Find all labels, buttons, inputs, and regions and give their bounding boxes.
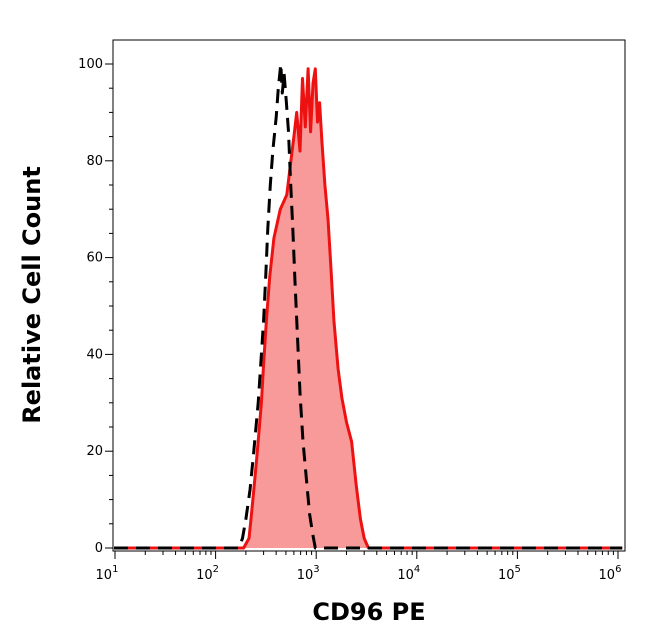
x-tick-label: 103 (297, 564, 320, 583)
y-tick-label: 100 (78, 57, 103, 72)
x-axis-title: CD96 PE (312, 598, 425, 626)
axis-ticks: 0 20 40 60 80 100 101 102 103 104 105 106 (78, 57, 621, 583)
y-tick-label: 80 (86, 154, 103, 169)
x-tick-label: 105 (498, 564, 521, 583)
x-tick-label: 101 (96, 564, 119, 583)
y-tick-label: 20 (86, 444, 103, 459)
y-tick-label: 60 (86, 251, 103, 266)
control-histogram-line (114, 62, 623, 550)
y-tick-label: 40 (86, 347, 103, 362)
y-axis-title: Relative Cell Count (18, 166, 46, 424)
sample-histogram-fill (114, 68, 623, 549)
y-tick-label: 0 (95, 541, 103, 556)
plot-frame (112, 39, 626, 552)
x-tick-label: 106 (599, 564, 622, 583)
x-tick-label: 104 (397, 564, 420, 583)
plot-area (114, 62, 623, 550)
x-tick-label: 102 (196, 564, 219, 583)
sample-histogram-line (114, 67, 623, 550)
